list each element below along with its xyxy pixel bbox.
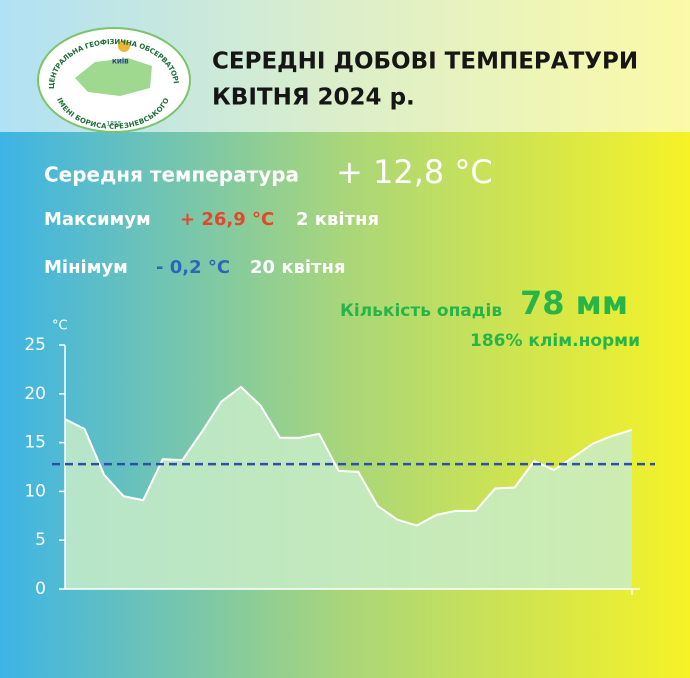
y-tick-label: 10 [24, 481, 46, 501]
line [64, 385, 633, 527]
logo-city: КИЇВ [112, 59, 129, 66]
max-label: Максимум [44, 209, 151, 230]
precip-value: 78 мм [520, 284, 628, 322]
min-value: - 0,2 °C [156, 257, 230, 278]
precip-label: Кількість опадів [340, 301, 502, 321]
y-tick-label: 20 [24, 384, 46, 404]
max-date: 2 квітня [296, 209, 379, 230]
min-date: 20 квітня [250, 257, 346, 278]
y-tick-label: 0 [35, 579, 46, 599]
max-value: + 26,9 °C [180, 209, 274, 230]
logo-map [75, 58, 152, 96]
y-tick-label: 5 [35, 530, 46, 550]
title: КВІТНЯ 2024 р. [212, 85, 415, 111]
logo-year: 1855 [106, 121, 121, 128]
min-label: Мінімум [44, 257, 128, 278]
mean-value: + 12,8 °C [336, 153, 493, 191]
area [65, 386, 632, 589]
logo-sun [118, 40, 130, 52]
y-tick-label: 15 [24, 433, 46, 453]
precip-norm: 186% клім.норми [470, 331, 640, 351]
y-unit: °C [52, 319, 68, 334]
title: СЕРЕДНІ ДОБОВІ ТЕМПЕРАТУРИ [212, 49, 638, 75]
mean-label: Середня температура [44, 163, 299, 187]
y-tick-label: 25 [24, 335, 46, 355]
